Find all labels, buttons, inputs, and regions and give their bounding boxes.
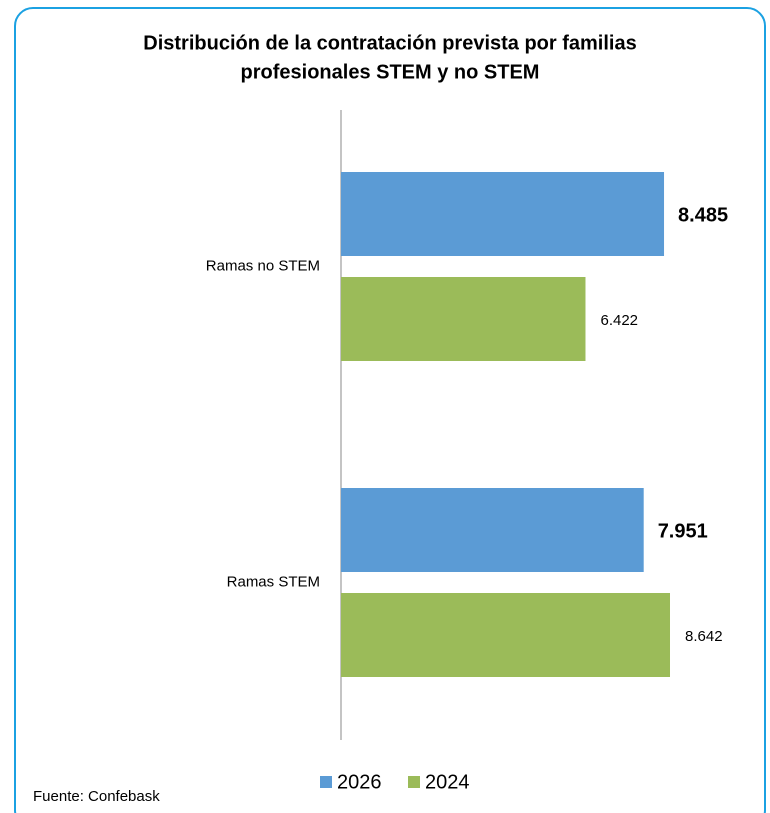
chart-title: Distribución de la contratación prevista… xyxy=(143,32,636,54)
legend-label: 2026 xyxy=(337,771,382,793)
bar xyxy=(341,277,586,361)
category-label: Ramas no STEM xyxy=(206,257,320,274)
chart-title: profesionales STEM y no STEM xyxy=(241,61,540,83)
chart-border xyxy=(14,7,766,813)
bar xyxy=(341,593,671,677)
data-label: 8.642 xyxy=(685,628,723,645)
data-label: 8.485 xyxy=(678,204,728,226)
source: Fuente: Confebask xyxy=(33,788,160,805)
data-label: 6.422 xyxy=(600,312,638,329)
legend-swatch xyxy=(408,776,420,788)
legend-label: 2024 xyxy=(425,771,470,793)
data-label: 7.951 xyxy=(658,520,708,542)
bar xyxy=(341,488,644,572)
legend-swatch xyxy=(320,776,332,788)
bar xyxy=(341,172,665,256)
category-label: Ramas STEM xyxy=(227,573,320,590)
